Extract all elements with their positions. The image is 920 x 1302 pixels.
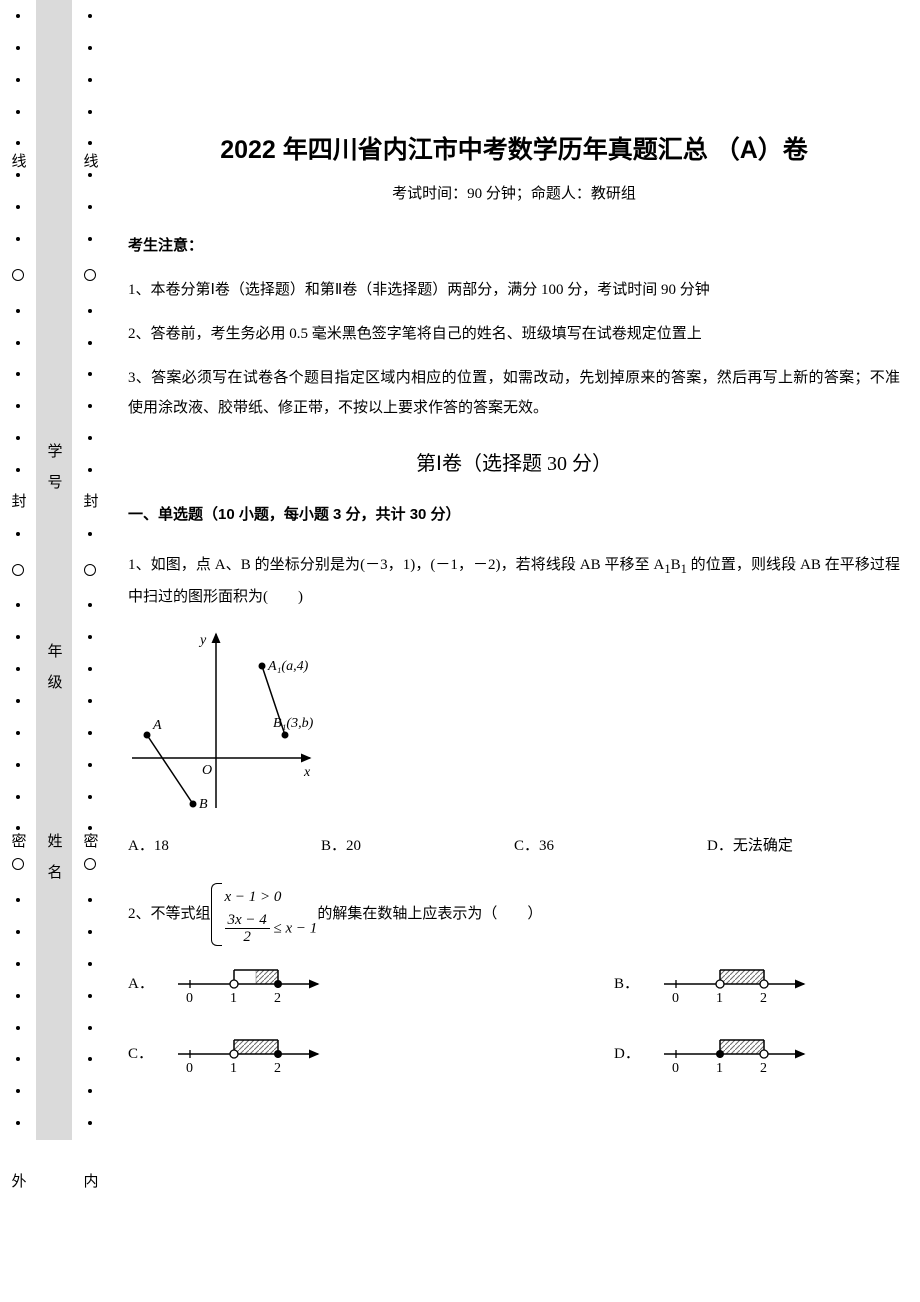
q2-label-d: D． <box>614 1042 660 1063</box>
q2-label-a: A． <box>128 972 174 993</box>
svg-text:2: 2 <box>274 1061 281 1076</box>
q1-opt-b-value: 20 <box>346 838 361 854</box>
svg-text:A₁(a,4): A₁(a,4) <box>267 659 309 674</box>
svg-text:x: x <box>303 765 311 780</box>
svg-text:0: 0 <box>672 1061 679 1076</box>
margin-inner: 线 封 密 内 <box>72 0 108 1140</box>
q2-row2: 3x − 42 ≤ x − 1 <box>225 912 318 946</box>
q2-system: x − 1 > 0 3x − 42 ≤ x − 1 <box>211 883 318 946</box>
q1-option-b: B．20 <box>321 834 514 855</box>
margin-inner-char-2: 封 <box>80 490 101 511</box>
svg-text:0: 0 <box>672 991 679 1006</box>
q2-numberline-a: 0 1 2 <box>174 960 324 1006</box>
notice-3: 3、答案必须写在试卷各个题目指定区域内相应的位置，如需改动，先划掉原来的答案，然… <box>128 363 900 423</box>
q2-numberline-d: 0 1 2 <box>660 1030 810 1076</box>
q1-text: 1、如图，点 A、B 的坐标分别是为(－3，1)，(－1，－2)，若将线段 AB… <box>128 550 900 612</box>
margin-outer-char-1: 线 <box>8 150 29 171</box>
q1-opt-d-value: 无法确定 <box>733 838 793 854</box>
q2-row2-rel: ≤ x − 1 <box>274 920 318 936</box>
svg-text:0: 0 <box>186 991 193 1006</box>
svg-text:1: 1 <box>716 1061 723 1076</box>
q1-options: A．18 B．20 C．36 D．无法确定 <box>128 834 900 855</box>
q2-label-c: C． <box>128 1042 174 1063</box>
q2-row2-den: 2 <box>225 929 270 946</box>
opt-label-c: C． <box>514 838 539 854</box>
q1-coordinate-plane: A B A₁(a,4) B₁(3,b) Ox y <box>128 628 316 818</box>
exam-subtitle: 考试时间：90 分钟；命题人：教研组 <box>128 182 900 203</box>
margin-outer: 线 封 密 外 <box>0 0 36 1140</box>
q2-numberline-b: 0 1 2 <box>660 960 810 1006</box>
margin-outer-char-3: 密 <box>8 830 29 851</box>
content: 2022 年四川省内江市中考数学历年真题汇总 （A）卷 考试时间：90 分钟；命… <box>108 0 920 1140</box>
svg-text:2: 2 <box>760 991 767 1006</box>
q1-opt-c-value: 36 <box>539 838 554 854</box>
q2-numberline-c: 0 1 2 <box>174 1030 324 1076</box>
exam-title: 2022 年四川省内江市中考数学历年真题汇总 （A）卷 <box>128 130 900 166</box>
notice-header: 考生注意： <box>128 231 900 261</box>
opt-label-a: A． <box>128 838 154 854</box>
q2-row-cd: C． 0 1 2 D． 0 1 2 <box>128 1030 900 1076</box>
svg-text:2: 2 <box>760 1061 767 1076</box>
opt-label-d: D． <box>707 838 733 854</box>
margin-grey-char-1: 学 号 <box>44 440 65 492</box>
q1-figure: A B A₁(a,4) B₁(3,b) Ox y <box>128 628 900 818</box>
page: 线 封 密 外 学 号 年 级 姓 名 线 封 密 内 2022 年四川省内江市… <box>0 0 920 1140</box>
margin-inner-char-4: 内 <box>80 1170 101 1191</box>
margin-grey: 学 号 年 级 姓 名 <box>36 0 72 1140</box>
part1-title: 第Ⅰ卷（选择题 30 分） <box>128 447 900 476</box>
q2-row-ab: A． 0 1 2 B． 0 1 2 <box>128 960 900 1006</box>
svg-text:A: A <box>152 718 162 733</box>
q2-prefix: 2、不等式组 <box>128 899 211 929</box>
margin-inner-char-3: 密 <box>80 830 101 851</box>
svg-text:O: O <box>202 763 212 778</box>
q2-row2-num: 3x − 4 <box>225 912 270 930</box>
svg-text:0: 0 <box>186 1061 193 1076</box>
notice-1: 1、本卷分第Ⅰ卷（选择题）和第Ⅱ卷（非选择题）两部分，满分 100 分，考试时间… <box>128 275 900 305</box>
margin-inner-char-1: 线 <box>80 150 101 171</box>
q2-label-b: B． <box>614 972 660 993</box>
q2-suffix: 的解集在数轴上应表示为（ ） <box>317 899 542 929</box>
svg-text:1: 1 <box>230 1061 237 1076</box>
q1-prefix: 1、如图，点 A、B 的坐标分别是为(－3，1)，(－1，－2)，若将线段 AB… <box>128 557 664 573</box>
svg-text:y: y <box>198 633 207 648</box>
margin-outer-char-4: 外 <box>8 1170 29 1191</box>
q1-option-a: A．18 <box>128 834 321 855</box>
section1-head: 一、单选题（10 小题，每小题 3 分，共计 30 分） <box>128 500 900 530</box>
svg-text:1: 1 <box>230 991 237 1006</box>
opt-label-b: B． <box>321 838 346 854</box>
q1-option-c: C．36 <box>514 834 707 855</box>
margin-outer-char-2: 封 <box>8 490 29 511</box>
q1-mid: B <box>671 557 681 573</box>
q1-opt-a-value: 18 <box>154 838 169 854</box>
svg-text:B: B <box>199 797 208 812</box>
svg-text:1: 1 <box>716 991 723 1006</box>
q2-text: 2、不等式组 x − 1 > 0 3x − 42 ≤ x − 1 的解集在数轴上… <box>128 883 900 946</box>
notice-2: 2、答卷前，考生务必用 0.5 毫米黑色签字笔将自己的姓名、班级填写在试卷规定位… <box>128 319 900 349</box>
margin-grey-char-2: 年 级 <box>44 640 65 692</box>
q1-option-d: D．无法确定 <box>707 834 900 855</box>
svg-text:B₁(3,b): B₁(3,b) <box>273 716 314 731</box>
q2-row1: x − 1 > 0 <box>225 883 318 912</box>
margin-grey-char-3: 姓 名 <box>44 830 65 882</box>
svg-text:2: 2 <box>274 991 281 1006</box>
